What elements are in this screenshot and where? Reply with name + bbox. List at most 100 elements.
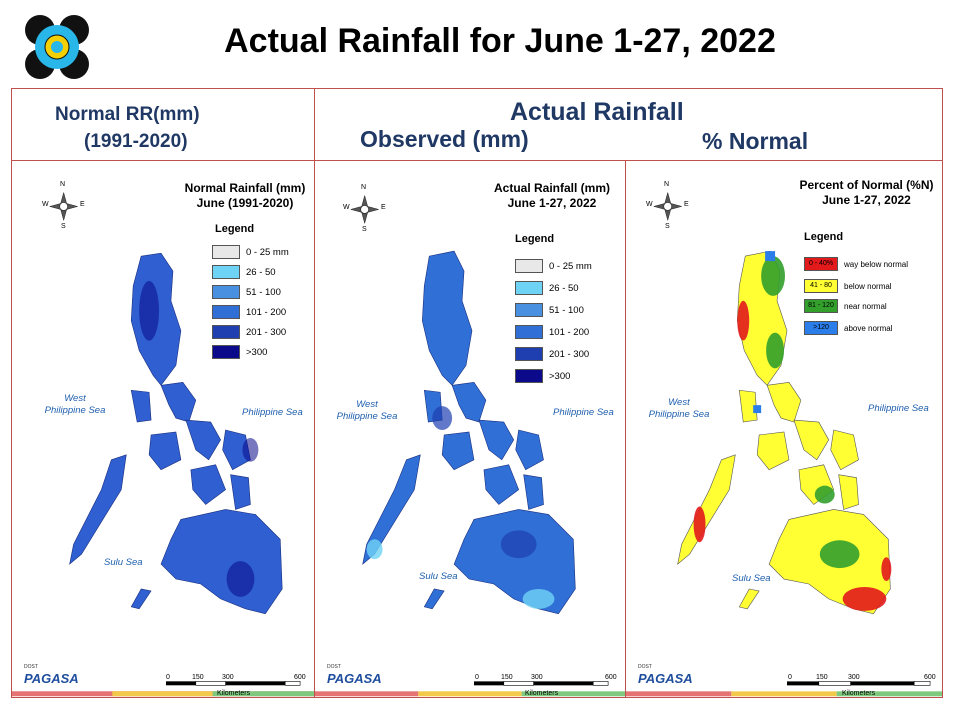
legend-item: 101 - 200 xyxy=(212,305,286,319)
panel-title-line1: Actual Rainfall (mm) xyxy=(493,181,610,195)
panel-title-line2: June (1991-2020) xyxy=(196,196,294,210)
observed-header: Observed (mm) xyxy=(360,126,529,152)
sea-label-line: West xyxy=(356,399,378,410)
sea-label-line: Philippine Sea xyxy=(648,409,710,420)
pagasa-logo-dost: DOST xyxy=(24,664,38,670)
legend-label: >300 xyxy=(549,370,571,382)
legend-swatch xyxy=(515,347,543,361)
compass-s: S xyxy=(362,226,367,233)
panel-title: Actual Rainfall (mm) June 1-27, 2022 xyxy=(487,181,617,211)
compass-s: S xyxy=(61,223,66,230)
legend-swatch: 81 - 120 xyxy=(804,299,838,313)
compass-s: S xyxy=(665,223,670,230)
pagasa-seal-logo xyxy=(24,14,90,80)
sulu-sea-label: Sulu Sea xyxy=(104,557,143,568)
philippines-shape xyxy=(362,250,576,615)
pagasa-logo-dost: DOST xyxy=(638,664,652,670)
scale-unit: Kilometers xyxy=(525,690,559,697)
footer-bar xyxy=(626,691,732,697)
legend-item: 0 - 25 mm xyxy=(515,259,592,273)
compass-w: W xyxy=(42,201,49,208)
scale-tick: 0 xyxy=(475,674,479,681)
panel-title-line2: June 1-27, 2022 xyxy=(507,196,597,210)
normal-header-line1: Normal RR(mm) xyxy=(55,104,200,125)
legend-swatch xyxy=(212,305,240,319)
panel-title: Normal Rainfall (mm) June (1991-2020) xyxy=(180,181,310,211)
compass-e: E xyxy=(80,201,85,208)
compass-w: W xyxy=(343,204,350,211)
sea-label-line: Philippine Sea xyxy=(336,411,398,422)
scale-tick: 600 xyxy=(605,674,617,681)
scale-tick: 0 xyxy=(788,674,792,681)
legend-label: 101 - 200 xyxy=(549,326,590,338)
compass-n: N xyxy=(60,181,66,188)
legend-swatch xyxy=(515,259,543,273)
compass-rose xyxy=(652,191,683,222)
legend-swatch: 0 - 40% xyxy=(804,257,838,271)
legend-label: 101 - 200 xyxy=(246,306,287,318)
actual-header: Actual Rainfall xyxy=(510,98,684,126)
legend-title: Legend xyxy=(804,231,844,243)
legend-swatch xyxy=(212,245,240,259)
scale-tick: 150 xyxy=(816,674,828,681)
scale-tick: 600 xyxy=(294,674,306,681)
compass-n: N xyxy=(664,181,670,188)
compass-rose xyxy=(349,194,380,225)
legend-item: 26 - 50 xyxy=(515,281,579,295)
scale-bar xyxy=(473,681,609,686)
legend-label: 0 - 25 mm xyxy=(549,260,592,272)
philippine-sea-label: Philippine Sea xyxy=(868,403,929,414)
sea-label-line: West xyxy=(668,397,690,408)
legend-item: 26 - 50 xyxy=(212,265,276,279)
legend-title: Legend xyxy=(215,223,255,235)
normal-rainfall-map xyxy=(12,191,314,697)
legend-item: 101 - 200 xyxy=(515,325,589,339)
legend-title: Legend xyxy=(515,233,555,245)
normal-header-line2: (1991-2020) xyxy=(84,131,188,152)
legend-swatch: 41 - 80 xyxy=(804,279,838,293)
scale-tick: 300 xyxy=(531,674,543,681)
scale-tick: 300 xyxy=(848,674,860,681)
legend-label: 201 - 300 xyxy=(549,348,590,360)
scale-bar xyxy=(165,681,301,686)
legend-swatch xyxy=(212,265,240,279)
legend-item: 41 - 80 below normal xyxy=(804,279,892,293)
legend-swatch: >120 xyxy=(804,321,838,335)
pagasa-logo-text: PAGASA xyxy=(24,671,79,686)
legend-label: near normal xyxy=(844,301,887,311)
percent-header: % Normal xyxy=(702,128,809,154)
page-title: Actual Rainfall for June 1-27, 2022 xyxy=(224,22,776,60)
legend-item: 201 - 300 xyxy=(515,347,589,361)
legend-swatch xyxy=(515,369,543,383)
sulu-sea-label: Sulu Sea xyxy=(419,571,458,582)
panel-normal-rainfall: Normal Rainfall (mm) June (1991-2020) N … xyxy=(11,160,315,698)
legend-label: >300 xyxy=(246,346,268,358)
sulu-sea-label: Sulu Sea xyxy=(732,573,771,584)
actual-rainfall-map xyxy=(315,194,625,697)
legend-item: 81 - 120 near normal xyxy=(804,299,887,313)
legend-label: 51 - 100 xyxy=(549,304,584,316)
legend-item: >120 above normal xyxy=(804,321,892,335)
legend-label: 26 - 50 xyxy=(549,282,579,294)
panel-title-line1: Normal Rainfall (mm) xyxy=(184,181,306,195)
legend-swatch xyxy=(212,325,240,339)
philippine-sea-label: Philippine Sea xyxy=(553,407,614,418)
west-philippine-sea-label: West Philippine Sea xyxy=(644,397,714,421)
legend-label: way below normal xyxy=(844,259,909,269)
legend-label: 0 - 25 mm xyxy=(246,246,289,258)
pagasa-logo-text: PAGASA xyxy=(327,671,382,686)
philippine-sea-label: Philippine Sea xyxy=(242,407,303,418)
scale-tick: 300 xyxy=(222,674,234,681)
sea-label-line: Philippine Sea xyxy=(44,405,106,416)
compass-e: E xyxy=(684,201,689,208)
panel-percent-normal: Percent of Normal (%N) June 1-27, 2022 N… xyxy=(625,160,943,698)
panel-title: Percent of Normal (%N) June 1-27, 2022 xyxy=(794,178,939,208)
panel-title-line1: Percent of Normal (%N) xyxy=(799,178,934,192)
legend-label: below normal xyxy=(844,281,892,291)
legend-item: 51 - 100 xyxy=(212,285,281,299)
compass-rose xyxy=(48,191,79,222)
legend-label: 201 - 300 xyxy=(246,326,287,338)
compass-w: W xyxy=(646,201,653,208)
legend-swatch xyxy=(212,285,240,299)
scale-tick: 150 xyxy=(192,674,204,681)
